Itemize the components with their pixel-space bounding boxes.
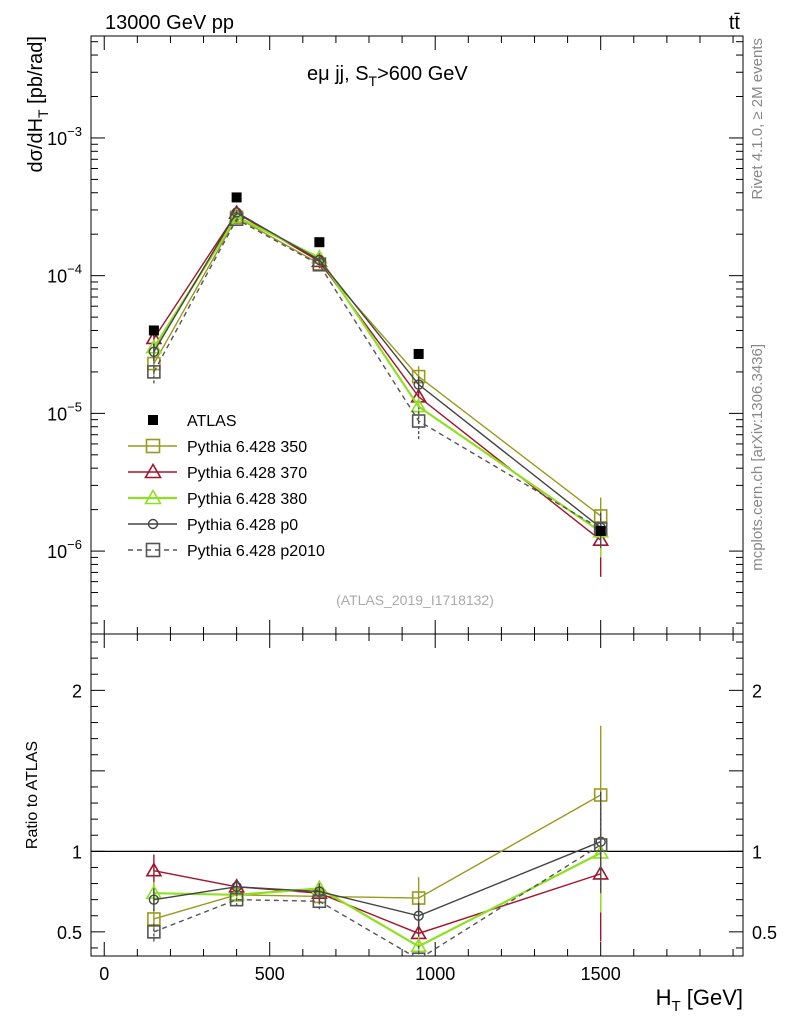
main-y-label-sub: T	[35, 109, 51, 118]
ratio-y-tick-label-right: 1	[752, 842, 762, 862]
main-data-point	[411, 414, 426, 428]
ratio-series-line	[153, 869, 601, 935]
x-label-text: H	[656, 985, 672, 1010]
ratio-data-point	[411, 952, 426, 956]
mcplots-source-label: mcplots.cern.ch [arXiv:1306.3436]	[749, 344, 766, 571]
x-tick-label: 1500	[581, 964, 621, 984]
ratio-data-point	[413, 910, 424, 921]
legend-entry: Pythia 6.428 350	[128, 438, 307, 456]
legend-label: ATLAS	[187, 413, 237, 430]
ratio-data-point	[312, 894, 327, 909]
legend-marker	[145, 438, 161, 454]
ratio-panel-frame	[90, 633, 744, 957]
legend-entry: Pythia 6.428 380	[128, 488, 307, 508]
legend-entry: ATLAS	[148, 413, 237, 430]
y-tick-label: 10−3	[47, 124, 82, 149]
legend-marker	[148, 415, 158, 425]
main-data-point	[147, 365, 161, 379]
ratio-data-point	[148, 894, 160, 905]
y-tick-label: 10−6	[47, 537, 82, 562]
x-tick-label: 0	[99, 964, 109, 984]
y-tick-label-base: 10	[47, 267, 67, 287]
ratio-y-tick-label: 2	[72, 681, 82, 701]
ratio-series-line	[153, 794, 602, 920]
header-process: tt̄	[729, 12, 741, 34]
main-series-line	[152, 215, 602, 533]
ratio-y-tick-label: 1	[72, 842, 82, 862]
x-label-sub: T	[671, 998, 680, 1015]
main-series-line	[153, 218, 602, 530]
ratio-data-point	[229, 892, 244, 907]
x-axis-label: HT [GeV]	[656, 985, 743, 1015]
main-title-cut: >600 GeV	[377, 63, 468, 85]
legend-marker	[144, 462, 162, 479]
ratio-y-tick-label: 0.5	[57, 923, 82, 943]
main-y-axis-label: dσ/dHT [pb/rad]	[25, 36, 51, 173]
ratio-data-point	[147, 925, 161, 939]
legend-label: Pythia 6.428 350	[187, 439, 307, 456]
legend-label: Pythia 6.428 370	[187, 465, 307, 482]
x-tick-label: 500	[255, 964, 285, 984]
ratio-y-axis-label: Ratio to ATLAS	[24, 741, 41, 849]
y-tick-label-base: 10	[47, 404, 67, 424]
main-title-text: eμ jj, S	[307, 63, 369, 85]
legend-label: Pythia 6.428 p0	[187, 517, 298, 534]
atlas-data-point	[314, 237, 325, 248]
legend: ATLAS Pythia 6.428 350 Pythia 6.428 370 Pyt…	[128, 413, 325, 560]
ratio-series-2	[145, 793, 610, 956]
ratio-series-3	[148, 791, 606, 929]
ratio-series-4	[147, 796, 608, 956]
ratio-series-line	[153, 841, 601, 917]
atlas-data-point	[148, 325, 159, 336]
legend-label: Pythia 6.428 p2010	[187, 543, 325, 560]
legend-entry: Pythia 6.428 p0	[128, 517, 298, 534]
main-y-label-unit: [pb/rad]	[25, 36, 47, 109]
main-y-label-text: dσ/dH	[25, 118, 47, 173]
rivet-version-label: Rivet 4.1.0, ≥ 2M events	[749, 38, 766, 200]
y-tick-label-exp: −6	[67, 537, 82, 552]
legend-entry: Pythia 6.428 370	[128, 462, 307, 482]
ratio-y-tick-label-right: 2	[752, 681, 762, 701]
y-tick-label-exp: −5	[67, 399, 82, 414]
y-tick-label-exp: −4	[67, 262, 82, 277]
ratio-data-point	[314, 886, 325, 897]
ratio-panel: 0 500 1000 1500 0.5 0.5 1 1 2 2 Ratio to ATLAS HT…	[24, 633, 777, 1015]
atlas-series	[148, 192, 606, 536]
atlas-data-point	[413, 348, 424, 359]
analysis-id-label: (ATLAS_2019_I1718132)	[336, 592, 494, 608]
x-label-unit: [GeV]	[681, 985, 743, 1010]
ratio-series-line	[153, 844, 602, 956]
legend-marker	[147, 518, 159, 530]
main-data-point	[314, 254, 325, 266]
legend-entry: Pythia 6.428 p2010	[128, 542, 325, 560]
main-data-point	[148, 346, 160, 357]
x-tick-label: 1000	[415, 964, 455, 984]
main-series-4	[147, 212, 608, 549]
y-tick-label-exp: −3	[67, 124, 82, 139]
main-title-sub: T	[369, 73, 378, 89]
y-tick-label: 10−5	[47, 399, 82, 424]
main-panel: 10−310−410−510−6 eμ jj, ST>600 GeV dσ/dH…	[25, 35, 744, 635]
main-data-point	[413, 379, 424, 390]
header-collision: 13000 GeV pp	[105, 12, 234, 34]
main-series-0	[147, 210, 608, 536]
ratio-y-tick-label-right: 0.5	[752, 923, 777, 943]
atlas-data-point	[595, 525, 606, 536]
y-tick-label: 10−4	[47, 262, 82, 287]
ratio-data-point	[593, 838, 608, 852]
ratio-series-1	[145, 806, 610, 947]
y-tick-label-base: 10	[47, 129, 67, 149]
main-data-point	[312, 257, 327, 272]
main-data-point	[229, 212, 244, 227]
ratio-data-point	[231, 881, 242, 892]
main-title: eμ jj, ST>600 GeV	[307, 63, 468, 89]
ratio-data-point	[145, 862, 163, 877]
y-tick-label-base: 10	[47, 542, 67, 562]
atlas-data-point	[231, 192, 242, 203]
legend-marker	[145, 542, 161, 558]
legend-marker	[144, 488, 162, 505]
ratio-series-0	[147, 725, 608, 929]
legend-label: Pythia 6.428 380	[187, 491, 307, 508]
